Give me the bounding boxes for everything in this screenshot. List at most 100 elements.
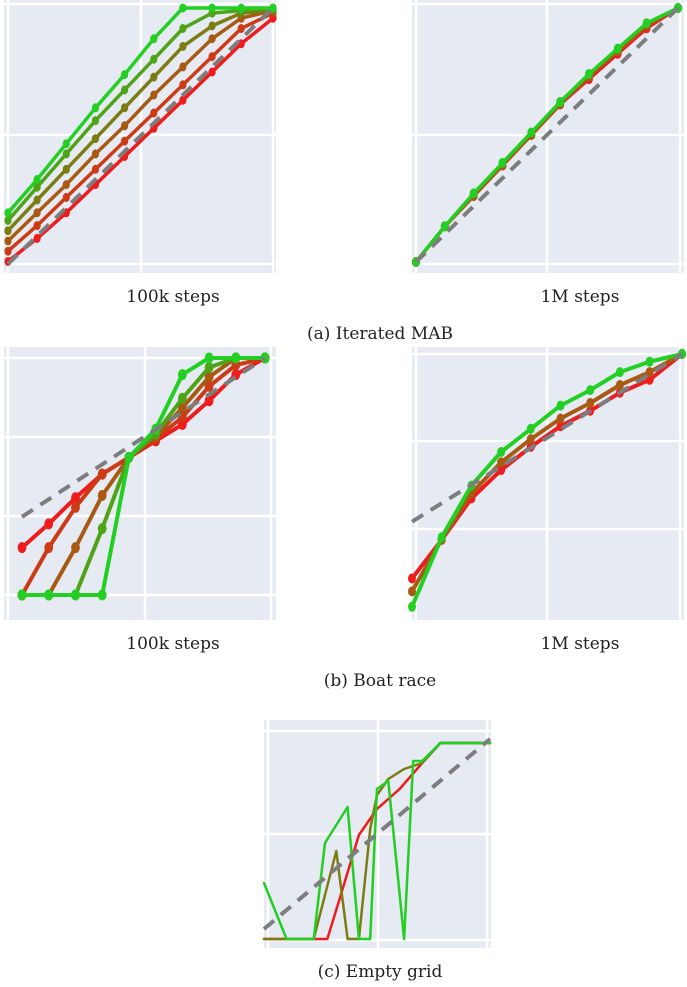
data-point	[642, 18, 651, 29]
data-point	[150, 34, 158, 44]
data-point	[237, 24, 245, 33]
series-line-2	[414, 6, 680, 264]
data-point	[33, 175, 41, 184]
data-point	[150, 72, 158, 82]
gridlines	[264, 720, 491, 948]
data-point	[204, 380, 214, 392]
data-point	[150, 54, 158, 64]
data-point	[62, 192, 70, 202]
data-point	[498, 157, 507, 168]
reference-dashed-line	[410, 352, 684, 524]
series-line-4	[20, 356, 267, 597]
data-point	[556, 413, 565, 424]
data-point	[97, 468, 107, 480]
data-point	[17, 589, 27, 601]
data-point	[4, 216, 12, 225]
chart-marks	[17, 352, 270, 601]
data-point	[586, 385, 595, 396]
panel-a-1m: 1M steps	[412, 0, 684, 307]
data-point	[91, 164, 100, 174]
data-point	[179, 95, 187, 105]
data-point	[124, 452, 134, 463]
data-point	[408, 601, 416, 612]
data-point	[33, 182, 41, 192]
data-point	[179, 62, 187, 72]
data-point	[91, 134, 100, 144]
series-line-2	[6, 8, 275, 243]
data-point	[33, 233, 41, 243]
data-point	[179, 3, 187, 13]
data-point	[71, 492, 80, 504]
data-point	[121, 121, 129, 131]
data-point	[437, 532, 446, 543]
x-axis-label: 1M steps	[541, 634, 620, 654]
panel-c	[262, 720, 492, 948]
chart-marks	[4, 3, 277, 266]
data-point	[178, 392, 187, 404]
data-point	[556, 97, 565, 107]
data-point	[44, 518, 54, 530]
data-point	[179, 41, 187, 51]
data-point	[179, 24, 187, 33]
chart-marks	[408, 349, 686, 612]
panel-b-100k: 100k steps	[4, 347, 276, 654]
data-point	[204, 362, 214, 373]
data-point	[33, 221, 41, 231]
data-point	[269, 3, 277, 13]
data-point	[645, 356, 654, 367]
caption-c: (c) Empty grid	[318, 962, 443, 982]
data-point	[204, 395, 214, 407]
data-point	[4, 226, 12, 236]
data-point	[231, 352, 241, 364]
data-point	[91, 103, 100, 113]
data-point	[237, 3, 245, 13]
reference-dashed-line	[20, 356, 267, 519]
caption-b: (b) Boat race	[324, 671, 437, 691]
data-point	[586, 398, 595, 408]
series-line-3	[6, 8, 275, 233]
caption-a: (a) Iterated MAB	[307, 324, 453, 344]
data-point	[408, 586, 416, 597]
data-point	[62, 149, 70, 159]
data-point	[33, 208, 41, 218]
plot-area	[4, 347, 276, 620]
data-point	[613, 43, 622, 54]
data-point	[440, 221, 449, 232]
data-point	[150, 90, 158, 100]
data-point	[615, 380, 624, 390]
series-line-1	[410, 352, 684, 594]
data-point	[4, 208, 12, 218]
reference-dashed-line	[6, 6, 275, 266]
data-point	[526, 434, 535, 445]
data-point	[71, 501, 80, 513]
data-point	[208, 67, 216, 77]
series-line-4	[6, 6, 275, 223]
series-line-2	[410, 352, 684, 609]
data-point	[615, 367, 624, 378]
data-point	[469, 188, 478, 199]
chart-marks	[412, 3, 682, 267]
data-point	[97, 589, 107, 601]
data-point	[44, 589, 54, 601]
panel-a-100k: 100k steps	[4, 0, 277, 307]
data-point	[527, 127, 536, 138]
data-point	[178, 369, 187, 381]
data-point	[526, 423, 535, 434]
data-point	[556, 400, 565, 411]
data-point	[497, 447, 506, 457]
panel-b-1m: 1M steps	[408, 347, 686, 654]
data-point	[204, 352, 214, 364]
data-point	[62, 164, 70, 174]
gridlines	[4, 347, 276, 620]
data-point	[208, 21, 216, 31]
data-point	[91, 116, 100, 126]
data-point	[121, 85, 129, 95]
data-point	[179, 80, 187, 90]
data-point	[121, 103, 129, 113]
data-point	[208, 3, 216, 13]
data-point	[91, 149, 100, 159]
data-point	[408, 573, 416, 584]
data-point	[71, 589, 80, 601]
gridlines	[412, 347, 684, 620]
